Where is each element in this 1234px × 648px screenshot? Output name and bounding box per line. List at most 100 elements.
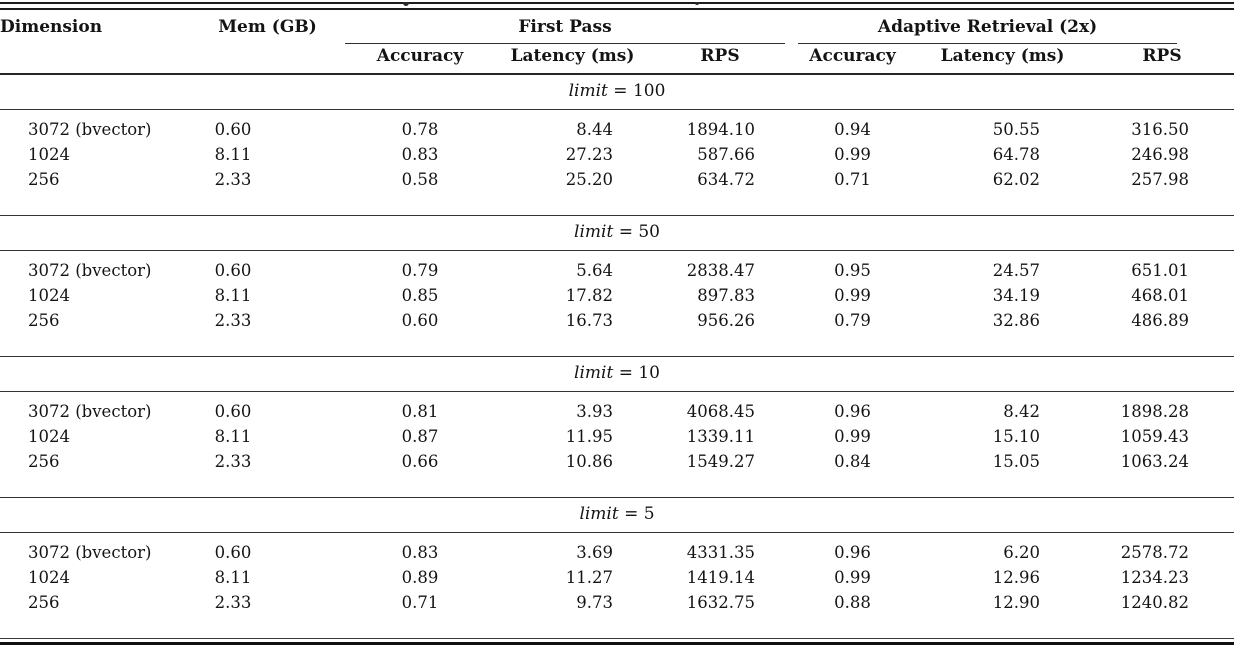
cell-mem: 2.33 (214, 311, 252, 330)
section-limit-100: limit = 100 3072 (bvector) 0.60 0.78 8.44 189… (0, 73, 1234, 216)
cell-dimension: 256 (28, 311, 60, 330)
cell-mem: 0.60 (214, 120, 252, 139)
cell-mem: 0.60 (214, 261, 252, 280)
table-row: 3072 (bvector) 0.60 0.83 3.69 4331.35 0.96 6.2… (0, 533, 1234, 566)
cell-fp-rps: 1419.14 (686, 568, 756, 587)
cell-fp-accuracy: 0.87 (401, 427, 439, 446)
cell-fp-accuracy: 0.79 (401, 261, 439, 280)
cell-fp-rps: 2838.47 (686, 261, 756, 280)
table-row: 256 2.33 0.71 9.73 1632.75 0.88 12.90 1240.82 (0, 590, 1234, 638)
cell-fp-accuracy: 0.85 (401, 286, 439, 305)
cropped-caption-artifact (695, 2, 699, 5)
cell-ar-latency: 24.57 (992, 261, 1041, 280)
cell-fp-rps: 1894.10 (686, 120, 756, 139)
cell-dimension: 3072 (bvector) (28, 261, 152, 280)
table-header: Dimension Mem (GB) First Pass Adaptive R… (0, 10, 1234, 75)
limit-variable: limit (574, 222, 614, 242)
section-heading-row: limit = 100 (0, 73, 1234, 110)
col-header-fp-rps: RPS (650, 44, 791, 75)
cell-dimension: 256 (28, 593, 60, 612)
adaptive-retrieval-group-label: Adaptive Retrieval (2x) (798, 18, 1178, 44)
cell-fp-latency: 3.93 (576, 402, 613, 421)
cell-ar-rps: 651.01 (1131, 261, 1190, 280)
cell-fp-accuracy: 0.58 (401, 170, 439, 189)
cell-ar-accuracy: 0.99 (834, 568, 871, 587)
cell-ar-latency: 64.78 (992, 145, 1041, 164)
cell-fp-latency: 5.64 (576, 261, 613, 280)
cell-ar-accuracy: 0.99 (834, 286, 871, 305)
cell-mem: 8.11 (214, 145, 252, 164)
cell-ar-latency: 50.55 (992, 120, 1041, 139)
cell-ar-accuracy: 0.99 (834, 145, 871, 164)
col-header-ar-latency: Latency (ms) (915, 44, 1091, 75)
cell-mem: 8.11 (214, 286, 252, 305)
cell-fp-accuracy: 0.66 (401, 452, 439, 471)
cell-fp-latency: 9.73 (576, 593, 613, 612)
cell-dimension: 256 (28, 170, 60, 189)
cell-mem: 2.33 (214, 170, 252, 189)
cell-fp-accuracy: 0.89 (401, 568, 439, 587)
table-bottom-double-rule (0, 638, 1234, 645)
cell-fp-rps: 1339.11 (686, 427, 756, 446)
cell-ar-rps: 257.98 (1131, 170, 1190, 189)
cell-fp-accuracy: 0.83 (401, 543, 439, 562)
benchmark-results-table: Dimension Mem (GB) First Pass Adaptive R… (0, 10, 1234, 638)
table-row: 1024 8.11 0.85 17.82 897.83 0.99 34.19 468.01 (0, 283, 1234, 308)
cell-ar-latency: 12.96 (992, 568, 1041, 587)
cell-dimension: 1024 (28, 286, 70, 305)
cell-ar-rps: 468.01 (1131, 286, 1190, 305)
cell-ar-rps: 1234.23 (1120, 568, 1190, 587)
col-header-dimension: Dimension (0, 10, 190, 75)
cell-fp-accuracy: 0.83 (401, 145, 439, 164)
cell-ar-rps: 1240.82 (1120, 593, 1190, 612)
cell-fp-rps: 1549.27 (686, 452, 756, 471)
cell-ar-accuracy: 0.94 (834, 120, 871, 139)
cell-ar-rps: 1059.43 (1120, 427, 1190, 446)
cell-dimension: 1024 (28, 427, 70, 446)
cell-fp-latency: 8.44 (576, 120, 613, 139)
group-header-row: Dimension Mem (GB) First Pass Adaptive R… (0, 10, 1234, 75)
cell-dimension: 3072 (bvector) (28, 120, 152, 139)
cell-ar-rps: 246.98 (1131, 145, 1190, 164)
cell-ar-rps: 1063.24 (1120, 452, 1190, 471)
cell-dimension: 3072 (bvector) (28, 543, 152, 562)
limit-heading: limit = 5 (0, 497, 1234, 533)
cell-fp-latency: 16.73 (565, 311, 613, 330)
limit-heading: limit = 100 (0, 73, 1234, 110)
table-row: 3072 (bvector) 0.60 0.78 8.44 1894.10 0.94 50.… (0, 110, 1234, 143)
cell-ar-latency: 6.20 (1003, 543, 1041, 562)
cell-ar-latency: 15.05 (992, 452, 1041, 471)
col-header-fp-accuracy: Accuracy (345, 44, 495, 75)
cell-fp-rps: 956.26 (697, 311, 756, 330)
cell-ar-latency: 62.02 (992, 170, 1041, 189)
cell-ar-accuracy: 0.96 (834, 402, 871, 421)
cell-fp-latency: 11.27 (565, 568, 613, 587)
cell-ar-latency: 12.90 (992, 593, 1041, 612)
section-limit-10: limit = 10 3072 (bvector) 0.60 0.81 3.93 4068… (0, 356, 1234, 498)
cell-fp-rps: 897.83 (697, 286, 756, 305)
table-row: 3072 (bvector) 0.60 0.79 5.64 2838.47 0.95 24.… (0, 251, 1234, 284)
section-heading-row: limit = 50 (0, 215, 1234, 251)
sub-header-row: Accuracy Latency (ms) RPS Accuracy Laten… (0, 44, 1234, 75)
col-header-mem: Mem (GB) (190, 10, 345, 75)
limit-heading: limit = 10 (0, 356, 1234, 392)
table-row: 256 2.33 0.66 10.86 1549.27 0.84 15.05 1063.24 (0, 449, 1234, 498)
cropped-caption-artifact (403, 2, 409, 6)
cell-ar-accuracy: 0.95 (834, 261, 871, 280)
cell-mem: 2.33 (214, 593, 252, 612)
section-limit-50: limit = 50 3072 (bvector) 0.60 0.79 5.64 2838… (0, 215, 1234, 357)
col-header-ar-accuracy: Accuracy (790, 44, 916, 75)
cell-fp-rps: 587.66 (697, 145, 756, 164)
cell-ar-rps: 316.50 (1131, 120, 1190, 139)
cell-mem: 0.60 (214, 543, 252, 562)
cell-fp-rps: 4068.45 (686, 402, 756, 421)
cell-ar-accuracy: 0.96 (834, 543, 871, 562)
cell-fp-accuracy: 0.71 (401, 593, 439, 612)
cell-ar-accuracy: 0.99 (834, 427, 871, 446)
cell-ar-latency: 15.10 (992, 427, 1041, 446)
cell-ar-accuracy: 0.84 (834, 452, 871, 471)
cell-fp-latency: 11.95 (565, 427, 613, 446)
cell-ar-rps: 2578.72 (1120, 543, 1190, 562)
cell-fp-latency: 17.82 (565, 286, 613, 305)
col-header-ar-rps: RPS (1090, 44, 1234, 75)
